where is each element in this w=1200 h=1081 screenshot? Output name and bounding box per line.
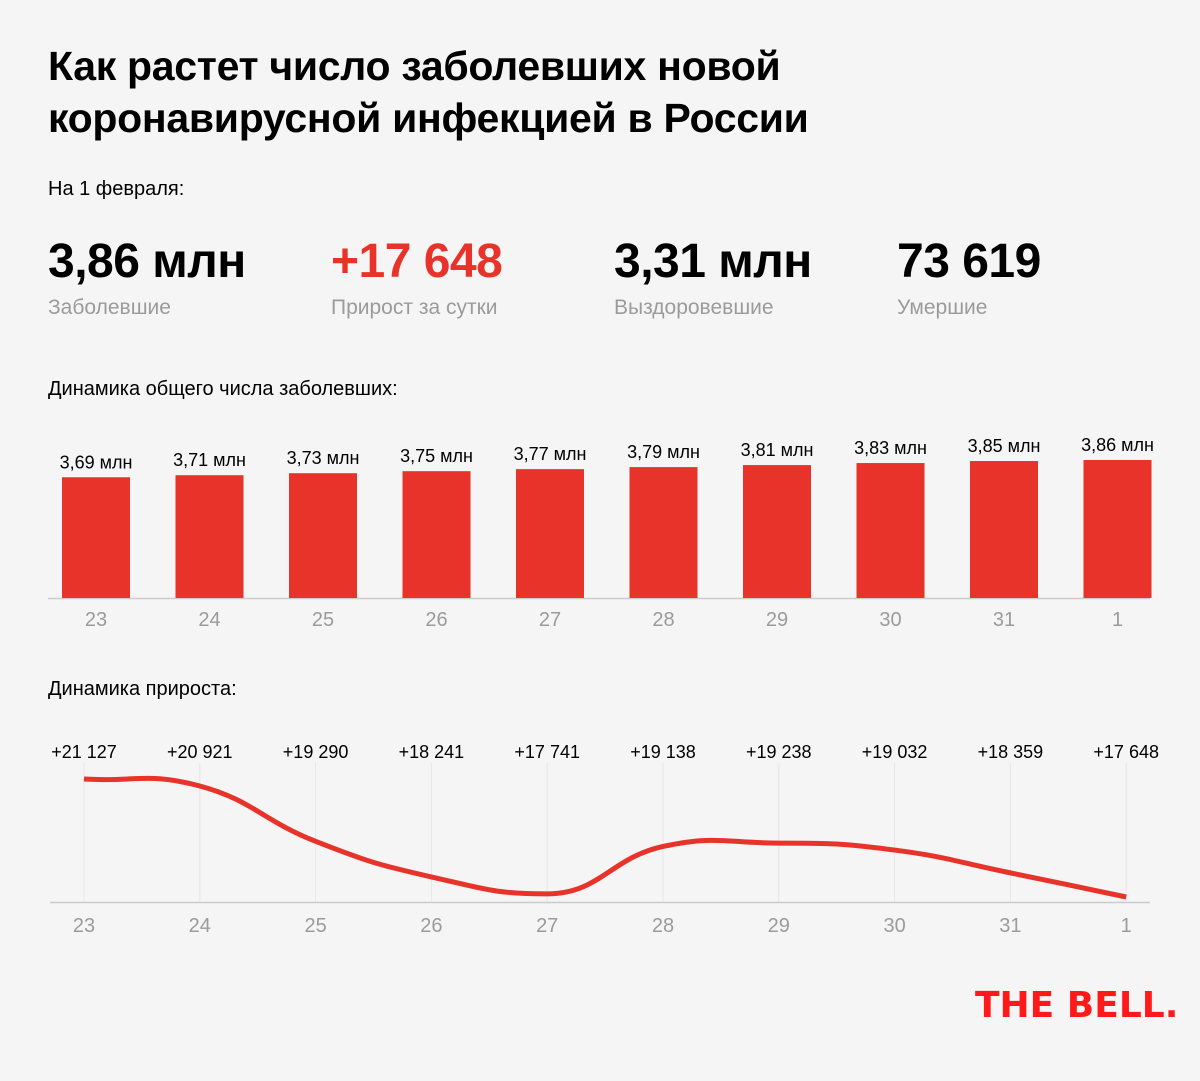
bar — [175, 475, 244, 598]
the-bell-logo: THE BELL. — [975, 985, 1179, 1026]
x-tick-label: 31 — [999, 915, 1021, 937]
line-data-label: +19 290 — [283, 742, 349, 762]
stat-daily-growth: +17 648 Прирост за сутки — [331, 232, 503, 320]
x-tick-label: 24 — [198, 609, 220, 631]
growth-line — [83, 775, 1127, 900]
stat-label: Выздоровевшие — [614, 296, 774, 319]
x-tick-label: 27 — [536, 915, 558, 937]
bar — [970, 461, 1038, 598]
x-tick-label: 30 — [879, 609, 901, 631]
x-tick-label: 26 — [425, 609, 447, 631]
line-data-label: +18 359 — [978, 742, 1044, 762]
bar-data-label: 3,86 млн — [1081, 435, 1154, 455]
stat-value: 3,31 млн — [614, 235, 812, 288]
bar-data-label: 3,75 млн — [400, 446, 473, 466]
page-title: Как растет число заболевших новой корона… — [48, 40, 948, 144]
x-tick-label: 25 — [304, 915, 326, 937]
as-of-date: На 1 февраля: — [48, 178, 185, 200]
bar — [289, 473, 357, 598]
x-tick-label: 23 — [85, 609, 107, 631]
x-tick-label: 28 — [652, 609, 674, 631]
x-tick-label: 23 — [73, 915, 95, 937]
x-tick-label: 29 — [768, 915, 790, 937]
x-tick-label: 27 — [539, 609, 561, 631]
line-data-label: +19 138 — [630, 742, 696, 762]
line-chart-title: Динамика прироста: — [48, 678, 237, 700]
stat-value: 3,86 млн — [48, 235, 246, 288]
x-tick-label: 29 — [766, 609, 788, 631]
x-tick-label: 28 — [652, 915, 674, 937]
line-data-label: +17 741 — [514, 742, 580, 762]
bar-data-label: 3,77 млн — [514, 444, 587, 464]
bar — [743, 465, 811, 598]
title-line-2: коронавирусной инфекцией в России — [48, 95, 809, 141]
line-data-label: +19 238 — [746, 742, 812, 762]
bar-chart-title: Динамика общего числа заболевших: — [48, 378, 398, 400]
line-chart: +21 127 23 +20 921 24 +19 290 25 +18 241 26 +17 … — [50, 742, 1159, 937]
title-line-1: Как растет число заболевших новой — [48, 43, 781, 89]
bar-data-label: 3,79 млн — [627, 442, 700, 462]
bar-data-label: 3,85 млн — [968, 436, 1041, 456]
x-tick-label: 26 — [420, 915, 442, 937]
line-data-label: +18 241 — [399, 742, 465, 762]
bar-data-label: 3,71 млн — [173, 450, 246, 470]
bar-data-label: 3,69 млн — [60, 452, 133, 472]
x-tick-label: 30 — [883, 915, 905, 937]
bar-data-label: 3,83 млн — [854, 438, 927, 458]
line-data-label: +20 921 — [167, 742, 233, 762]
bar — [1083, 460, 1152, 598]
stat-label: Заболевшие — [48, 296, 171, 319]
line-data-label: +17 648 — [1093, 742, 1159, 762]
line-data-label: +19 032 — [862, 742, 928, 762]
x-tick-label: 24 — [189, 915, 211, 937]
stat-value: 73 619 — [897, 235, 1041, 288]
bar — [629, 467, 698, 598]
bar-data-label: 3,73 млн — [287, 448, 360, 468]
bar — [402, 471, 471, 598]
x-tick-label: 25 — [312, 609, 334, 631]
bar — [516, 469, 584, 598]
stat-value: +17 648 — [331, 235, 503, 288]
line-data-label: +21 127 — [51, 742, 117, 762]
stat-label: Прирост за сутки — [331, 296, 498, 319]
stat-deaths: 73 619 Умершие — [897, 232, 1041, 320]
stat-cases: 3,86 млн Заболевшие — [48, 232, 246, 320]
bar-data-label: 3,81 млн — [741, 440, 814, 460]
bar — [856, 463, 925, 598]
x-tick-label: 31 — [993, 609, 1015, 631]
x-tick-label: 1 — [1121, 915, 1132, 937]
stat-label: Умершие — [897, 296, 988, 319]
x-tick-label: 1 — [1112, 609, 1123, 631]
bar-chart: 3,69 млн 23 3,71 млн 24 3,73 млн 25 3,75 млн 26… — [48, 435, 1154, 631]
stat-recovered: 3,31 млн Выздоровевшие — [614, 232, 812, 320]
bar — [62, 477, 130, 598]
